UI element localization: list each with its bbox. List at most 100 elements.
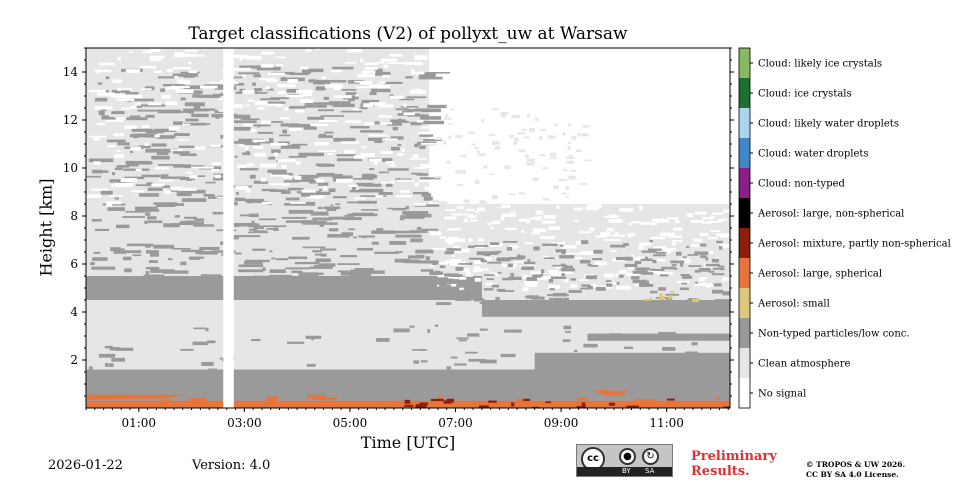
texture-streak [369, 184, 378, 187]
texture-streak [256, 106, 265, 110]
texture-streak [523, 261, 536, 265]
texture-streak [247, 223, 260, 228]
texture-streak [230, 223, 257, 227]
texture-streak [629, 301, 642, 306]
texture-streak [129, 134, 133, 138]
texture-streak [524, 281, 538, 284]
texture-streak [134, 102, 141, 106]
texture-streak [211, 168, 220, 172]
texture-streak [285, 220, 302, 223]
texture-streak [318, 135, 333, 138]
texture-streak [142, 50, 154, 54]
texture-streak [394, 230, 420, 234]
texture-streak [502, 113, 506, 116]
texture-streak [561, 273, 566, 277]
texture-streak [450, 259, 462, 262]
texture-streak [126, 243, 154, 247]
texture-streak [377, 84, 391, 89]
texture-streak [486, 222, 493, 225]
texture-streak [143, 274, 165, 277]
texture-streak [288, 123, 315, 128]
texture-streak [423, 196, 433, 201]
texture-streak [239, 65, 263, 69]
texture-streak [288, 209, 314, 214]
texture-streak [710, 230, 721, 232]
texture-streak [427, 329, 431, 333]
texture-streak [444, 251, 454, 255]
texture-streak [485, 282, 494, 286]
texture-streak [458, 276, 467, 280]
texture-streak [249, 174, 256, 179]
texture-streak [691, 342, 698, 346]
colorbar-swatch [739, 48, 750, 78]
texture-streak [446, 398, 454, 403]
data-gap [223, 48, 234, 408]
texture-streak [277, 159, 296, 163]
texture-streak [390, 119, 406, 123]
texture-streak [548, 270, 559, 274]
texture-streak [154, 134, 160, 138]
texture-streak [260, 98, 281, 101]
texture-streak [615, 275, 621, 278]
texture-streak [549, 157, 558, 160]
texture-streak [248, 213, 259, 218]
texture-streak [472, 269, 479, 273]
texture-streak [581, 402, 586, 407]
texture-streak [458, 263, 472, 265]
texture-streak [243, 123, 253, 127]
texture-streak [88, 158, 114, 163]
chart-title: Target classifications (V2) of pollyxt_u… [188, 24, 628, 44]
texture-streak [711, 212, 724, 215]
texture-streak [474, 277, 482, 282]
texture-streak [335, 203, 341, 206]
texture-streak [315, 179, 325, 183]
texture-streak [332, 103, 355, 108]
texture-streak [146, 182, 153, 187]
texture-streak [686, 245, 690, 248]
texture-streak [172, 67, 192, 70]
texture-streak [178, 145, 195, 148]
texture-streak [276, 64, 284, 67]
texture-streak [302, 246, 326, 249]
texture-streak [404, 399, 411, 404]
texture-streak [666, 398, 675, 401]
texture-streak [399, 98, 415, 101]
texture-streak [360, 130, 384, 133]
texture-streak [251, 338, 261, 342]
texture-streak [174, 52, 185, 55]
texture-streak [250, 128, 257, 132]
texture-streak [277, 91, 287, 95]
texture-streak [692, 298, 699, 302]
texture-streak [279, 134, 291, 137]
texture-streak [550, 152, 557, 157]
texture-streak [540, 128, 546, 132]
texture-streak [133, 98, 155, 102]
colorbar-label: Clean atmosphere [758, 359, 851, 370]
colorbar-swatch [739, 288, 750, 318]
texture-streak [665, 293, 680, 296]
colorbar-swatch [739, 258, 750, 288]
texture-streak [179, 80, 191, 85]
texture-streak [114, 197, 120, 200]
texture-streak [423, 139, 442, 142]
texture-streak [574, 349, 578, 353]
texture-streak [629, 222, 633, 226]
texture-streak [315, 258, 331, 263]
texture-streak [476, 150, 481, 153]
texture-streak [323, 206, 341, 210]
texture-streak [252, 146, 264, 149]
texture-streak [113, 250, 127, 254]
texture-streak [595, 286, 606, 291]
texture-streak [722, 277, 730, 281]
texture-streak [435, 302, 452, 306]
texture-streak [695, 281, 699, 284]
texture-streak [609, 214, 617, 217]
texture-streak [259, 163, 277, 168]
texture-streak [124, 94, 143, 99]
texture-streak [715, 240, 723, 244]
texture-streak [585, 275, 597, 280]
texture-streak [239, 57, 243, 61]
cc-license-badge: cc ● ↻ BY SA [576, 444, 673, 477]
texture-streak [500, 353, 516, 358]
texture-streak [451, 253, 456, 257]
